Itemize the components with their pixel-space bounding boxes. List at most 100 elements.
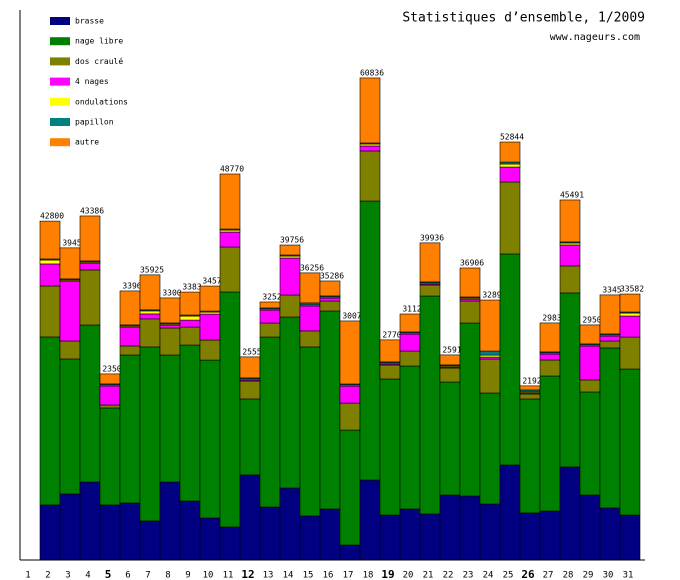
bar-segment xyxy=(259,322,281,338)
bar-segment xyxy=(319,300,341,312)
bar-segment xyxy=(579,391,601,496)
bar-segment xyxy=(279,294,301,318)
bar-segment xyxy=(399,365,421,510)
bar-segment xyxy=(539,359,561,377)
x-tick-label: 8 xyxy=(165,571,170,580)
x-tick-label: 1 xyxy=(25,571,30,580)
bar-segment xyxy=(419,295,441,515)
x-tick-label: 26 xyxy=(521,568,535,580)
legend-label: autre xyxy=(75,138,99,147)
bar-segment xyxy=(79,481,101,561)
bar-segment xyxy=(179,326,201,346)
x-tick-label: 6 xyxy=(125,571,130,580)
bar-segment xyxy=(499,464,521,561)
bar-segment xyxy=(539,375,561,512)
bar-segment xyxy=(219,246,241,293)
bar-segment xyxy=(79,262,101,271)
bar-segment xyxy=(99,404,121,409)
bar-segment xyxy=(499,141,521,163)
bar-segment xyxy=(579,345,601,381)
bar-segment xyxy=(299,515,321,561)
bar-segment xyxy=(359,145,381,152)
total-label: 3289 xyxy=(482,291,501,300)
bar-segment xyxy=(399,508,421,561)
bar-segment xyxy=(179,344,201,502)
x-tick-label: 10 xyxy=(203,571,214,580)
bar-segment xyxy=(179,500,201,561)
bar-segment xyxy=(59,358,81,495)
x-tick-label: 20 xyxy=(403,571,414,580)
bar-segment xyxy=(59,280,81,342)
chart-subtitle: www.nageurs.com xyxy=(550,32,640,43)
bar-segment xyxy=(279,487,301,561)
bar-segment xyxy=(119,345,141,356)
bar-segment xyxy=(159,481,181,561)
bar-segment xyxy=(619,368,641,516)
bar-segment xyxy=(539,510,561,561)
total-label: 3112 xyxy=(402,304,421,313)
x-tick-label: 9 xyxy=(185,571,190,580)
x-tick-label: 27 xyxy=(543,571,554,580)
bar-segment xyxy=(379,339,401,363)
bar-segment xyxy=(39,285,61,338)
bar-segment xyxy=(519,398,541,514)
bar-segment xyxy=(579,494,601,561)
bar-segment xyxy=(339,429,361,546)
bar-segment xyxy=(539,353,561,361)
bar-segment xyxy=(259,309,281,324)
bar-segment xyxy=(259,336,281,508)
total-label: 2350 xyxy=(102,364,121,373)
bar-segment xyxy=(319,297,341,302)
bar-segment xyxy=(59,340,81,360)
bar-segment xyxy=(319,280,341,297)
total-label: 3007 xyxy=(342,311,361,320)
bar-segment xyxy=(199,285,221,312)
legend-label: dos craulé xyxy=(75,56,123,66)
total-label: 3383 xyxy=(182,283,201,292)
bar-segment xyxy=(359,150,381,202)
chart-title: Statistiques d’ensemble, 1/2009 xyxy=(402,11,645,26)
total-label: 60836 xyxy=(360,68,384,77)
bar-segment xyxy=(39,220,61,260)
bar-segment xyxy=(99,407,121,506)
bar-segment xyxy=(339,385,361,404)
bar-segment xyxy=(199,359,221,519)
bar-segment xyxy=(599,347,621,509)
bar-segment xyxy=(599,294,621,335)
total-label: 2770 xyxy=(382,330,401,339)
bar-segment xyxy=(559,199,581,243)
bar-segment xyxy=(279,244,301,256)
bar-segment xyxy=(39,336,61,506)
bar-segment xyxy=(79,324,101,483)
total-label: 35286 xyxy=(320,271,344,280)
total-label: 2192 xyxy=(522,376,541,385)
bar-segment xyxy=(119,290,141,326)
x-tick-label: 5 xyxy=(105,568,112,580)
bar-segment xyxy=(279,257,301,296)
bar-segment xyxy=(199,517,221,561)
bar-segment xyxy=(479,350,501,356)
total-label: 2950 xyxy=(582,315,601,324)
bar-segment xyxy=(339,402,361,431)
bar-segment xyxy=(239,356,261,379)
bar-segment xyxy=(179,291,201,316)
bar-segment xyxy=(319,310,341,510)
bar-segment xyxy=(239,380,261,400)
x-tick-label: 16 xyxy=(323,571,334,580)
bar-segment xyxy=(219,526,241,561)
bar-segment xyxy=(539,322,561,353)
bar-segment xyxy=(39,259,61,265)
bar-segment xyxy=(399,313,421,333)
total-label: 52844 xyxy=(500,133,524,142)
total-label: 39756 xyxy=(280,236,304,245)
bar-segment xyxy=(79,269,101,326)
x-tick-label: 24 xyxy=(483,571,494,580)
bar-segment xyxy=(199,313,221,341)
bar-segment xyxy=(579,324,601,345)
bar-segment xyxy=(519,385,541,391)
legend-swatch xyxy=(50,138,70,147)
bar-segment xyxy=(299,272,321,304)
total-label: 2591 xyxy=(442,345,461,354)
bar-segment xyxy=(119,354,141,504)
